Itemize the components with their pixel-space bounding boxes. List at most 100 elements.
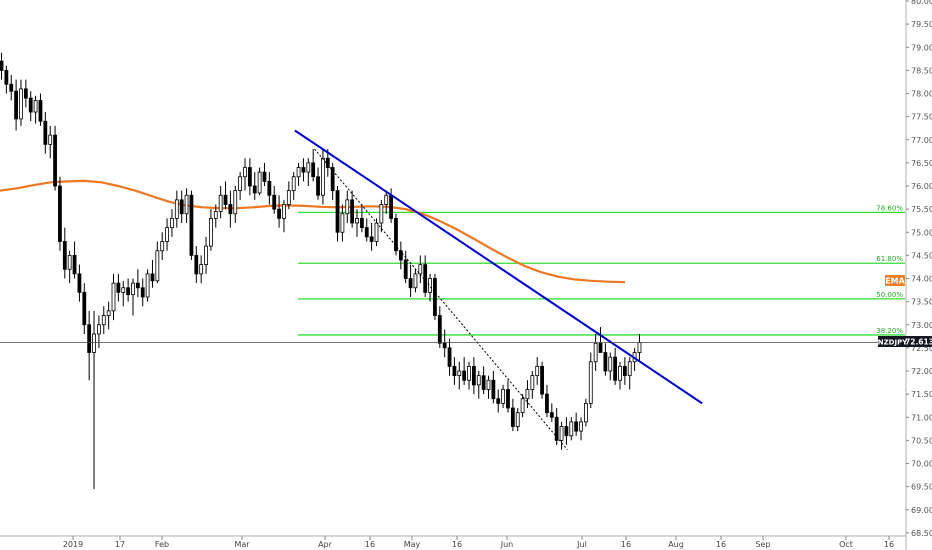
candle-body <box>345 199 350 215</box>
candle <box>549 403 554 422</box>
candle-body <box>316 176 320 196</box>
candle <box>569 417 574 441</box>
candle <box>199 255 204 284</box>
candle <box>126 278 131 302</box>
candle <box>593 334 598 371</box>
candle-body <box>252 185 257 194</box>
time-tick-label: Jun <box>500 540 514 549</box>
candle-body <box>579 421 583 432</box>
candle-body <box>525 389 530 400</box>
candle <box>525 380 530 408</box>
time-tick-label: 16 <box>365 540 375 549</box>
candle-body <box>471 365 476 386</box>
candle <box>184 188 189 223</box>
candle <box>384 190 389 214</box>
candle-body <box>394 217 398 252</box>
candle <box>316 167 320 200</box>
candle-body <box>213 211 218 219</box>
candle-body <box>67 254 72 270</box>
candle <box>442 329 447 358</box>
candle <box>23 79 28 108</box>
candle-body <box>588 361 593 404</box>
price-tick-label: 78.000 <box>911 90 932 99</box>
candle-body <box>291 176 296 192</box>
candle <box>101 306 106 334</box>
candle-body <box>87 324 92 353</box>
candle-body <box>520 398 525 414</box>
candle-body <box>43 120 48 145</box>
candle-body <box>403 259 408 279</box>
candle <box>452 357 457 385</box>
candle-body <box>501 389 506 404</box>
candle-body <box>189 194 194 256</box>
time-tick-label: May <box>404 540 421 549</box>
candle-body <box>296 167 301 178</box>
candle-body <box>77 273 82 293</box>
candle <box>116 273 121 302</box>
candle <box>350 190 355 228</box>
candle <box>457 361 462 390</box>
candle <box>515 408 520 432</box>
candle-body <box>379 204 384 224</box>
fib-level-label: 38.20% <box>876 327 903 335</box>
candle <box>189 190 194 260</box>
candle-body <box>457 370 462 377</box>
candle <box>369 223 374 251</box>
candle-body <box>92 333 96 353</box>
candle <box>486 375 491 399</box>
candle <box>306 158 311 186</box>
candle-body <box>257 171 262 194</box>
candle <box>247 158 252 196</box>
candle-body <box>155 250 160 282</box>
candle-body <box>467 365 471 381</box>
candle-body <box>355 217 359 224</box>
candle <box>286 181 291 210</box>
candle-body <box>574 421 579 432</box>
candle-body <box>442 342 447 349</box>
candle <box>145 269 150 302</box>
candle-body <box>603 352 608 372</box>
candle <box>637 334 642 362</box>
ema-path <box>0 179 626 284</box>
ema-tag-label: EMA <box>885 277 905 286</box>
candle-body <box>38 100 43 122</box>
candle-body <box>549 412 554 418</box>
candle-body <box>72 254 77 275</box>
symbol-tag-bg <box>878 336 907 347</box>
time-axis[interactable]: 2019 17 Feb Mar Apr 16 May 16 Jun Jul 16 Aug 16 Sep Oc… <box>0 535 906 549</box>
price-tick-label: 76.000 <box>911 182 932 191</box>
candle <box>506 380 510 413</box>
candle <box>510 398 515 432</box>
candle-body <box>19 88 23 120</box>
candle <box>170 209 174 237</box>
candle <box>38 93 43 126</box>
candle-body <box>452 365 457 377</box>
candle <box>111 273 116 321</box>
candle-body <box>150 273 155 282</box>
candle <box>423 255 428 297</box>
candle <box>282 199 286 233</box>
candle-body <box>9 83 14 92</box>
price-tick-label: 72.000 <box>911 367 932 376</box>
time-tick-label: Aug <box>668 540 684 549</box>
price-axis[interactable]: 68.500 69.000 69.500 70.000 70.500 71.000 71.5… <box>905 0 932 550</box>
candle <box>262 162 267 186</box>
time-tick-label: Apr <box>318 540 333 549</box>
candle <box>33 95 38 124</box>
candle <box>437 306 442 348</box>
candle-body <box>82 291 87 326</box>
price-tick-label: 74.500 <box>911 251 932 260</box>
candle-body <box>481 375 486 390</box>
candle-body <box>584 402 588 423</box>
candle <box>67 250 72 284</box>
candle <box>0 52 4 80</box>
price-tick-label: 76.500 <box>911 159 932 168</box>
candle-body <box>496 398 501 404</box>
candle-body <box>613 356 618 381</box>
candle <box>545 384 549 418</box>
candle-body <box>374 222 379 242</box>
candle-body <box>506 389 510 409</box>
candle-body <box>238 176 243 192</box>
candle <box>106 301 111 330</box>
